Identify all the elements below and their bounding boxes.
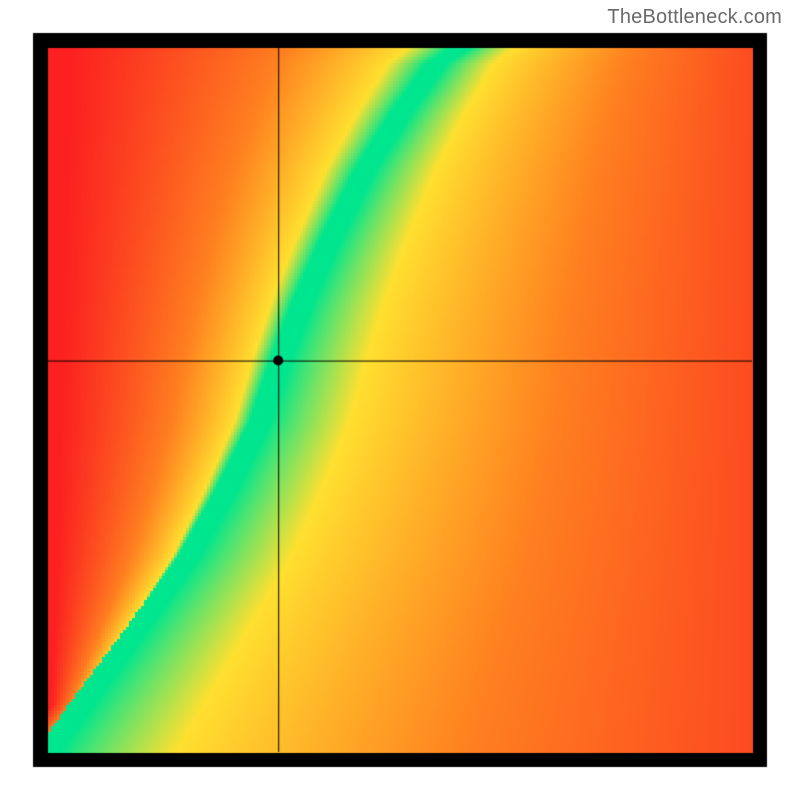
watermark-text: TheBottleneck.com	[607, 6, 782, 29]
bottleneck-heatmap	[0, 0, 800, 800]
chart-container: TheBottleneck.com	[0, 0, 800, 800]
